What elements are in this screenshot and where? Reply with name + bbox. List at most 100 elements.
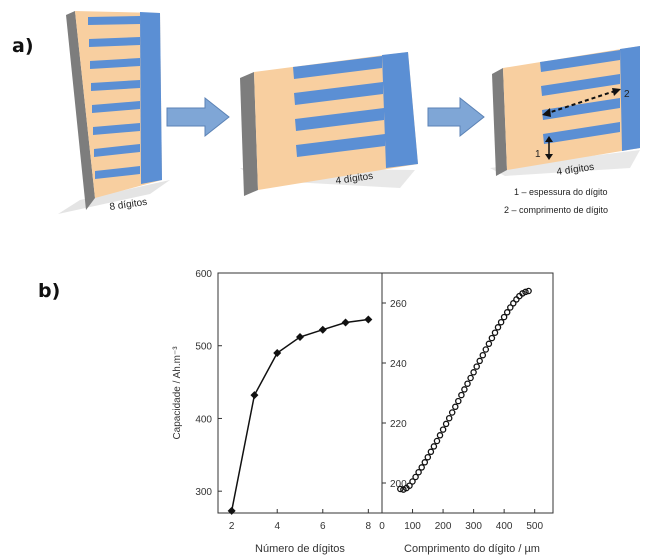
panel-a-label: a) (12, 35, 34, 57)
data-point (409, 478, 416, 485)
y-tick-label: 300 (195, 487, 212, 498)
electrode-4-digits: 4 dígitos (240, 52, 418, 196)
marker-one: 1 (535, 149, 541, 160)
data-point (445, 414, 453, 422)
marker-two: 2 (624, 89, 630, 100)
electrode-finger (91, 80, 140, 91)
data-point (250, 391, 259, 400)
data-point (485, 340, 493, 348)
data-point (397, 485, 404, 493)
electrode-finger (93, 123, 140, 135)
data-point (522, 288, 529, 296)
electrode-finger (90, 58, 140, 69)
electrode-8-digits: 8 dígitos (58, 11, 170, 214)
data-point (503, 309, 511, 316)
data-point (415, 468, 422, 476)
length-arrow (544, 89, 619, 115)
data-point (455, 397, 462, 405)
y-tick-label: 240 (390, 359, 407, 370)
y-tick-label: 220 (390, 419, 407, 430)
data-point (476, 357, 483, 365)
chart-length: 0 100 200 300 400 500 200 220 240 260 Comprimento… (379, 272, 554, 555)
data-point (452, 403, 459, 411)
series-line (230, 318, 369, 511)
y-tick-label: 600 (195, 269, 212, 280)
electrode-caption: 4 dígitos (556, 162, 595, 178)
data-point (482, 346, 490, 353)
electrode-finger (296, 134, 385, 157)
data-point (406, 482, 413, 489)
transition-arrow (166, 96, 230, 138)
electrode-busbar (140, 12, 162, 184)
panel-b-label: b) (38, 280, 60, 302)
electrode-caption: 4 dígitos (335, 171, 374, 187)
data-point (494, 324, 502, 331)
x-tick-label: 2 (229, 521, 235, 532)
data-point (467, 374, 474, 382)
data-point (424, 453, 432, 461)
x-tick-label: 6 (320, 521, 326, 532)
data-point (479, 351, 487, 359)
x-tick-label: 400 (496, 521, 513, 532)
data-point (473, 363, 480, 370)
data-point (448, 409, 456, 416)
x-tick-label: 500 (526, 521, 543, 532)
data-point (412, 473, 419, 481)
transition-arrow (427, 96, 485, 138)
data-point (491, 329, 499, 336)
electrode-finger (295, 108, 384, 131)
data-point (436, 432, 444, 439)
electrode-finger (89, 37, 140, 47)
data-point (510, 300, 517, 307)
chart-digits: 2 4 6 8 300 400 500 600 Número de dígitos (195, 269, 383, 555)
data-point (470, 369, 477, 376)
data-point (227, 506, 236, 515)
data-point (341, 318, 350, 327)
electrode-finger (94, 144, 140, 157)
electrode-finger (293, 56, 382, 79)
arrow-head (542, 108, 551, 117)
x-tick-label: 100 (404, 521, 421, 532)
electrode-busbar (382, 52, 418, 168)
data-point (433, 437, 441, 445)
data-point (464, 380, 471, 387)
arrow-head (612, 88, 621, 96)
electrode-finger (95, 166, 140, 179)
x-tick-label: 0 (379, 521, 385, 532)
data-point (525, 287, 532, 295)
data-point (296, 333, 304, 341)
electrode-finger (542, 98, 620, 120)
electrode-busbar (620, 46, 640, 151)
data-point (318, 325, 327, 334)
electrode-4-digits-annotated: 2 1 4 dígitos (490, 46, 640, 178)
electrode-finger (294, 82, 383, 105)
x-axis-title: Comprimento do dígito / µm (404, 543, 540, 555)
x-axis-title: Número de dígitos (255, 543, 345, 555)
data-point (418, 464, 425, 471)
data-point (430, 443, 438, 450)
data-point (439, 426, 447, 433)
y-tick-label: 200 (390, 479, 407, 490)
y-tick-label: 500 (195, 342, 212, 353)
electrode-edge (240, 72, 258, 196)
y-tick-label: 400 (195, 414, 212, 425)
plot-frame (381, 272, 554, 514)
x-tick-label: 8 (366, 521, 372, 532)
y-axis-title: Capacidade / Ah.m⁻³ (172, 346, 183, 440)
x-tick-label: 4 (274, 521, 280, 532)
data-point (442, 420, 450, 428)
electrode-caption: 8 dígitos (109, 197, 148, 213)
electrode-edge (66, 11, 95, 210)
legend-length: 2 – comprimento de dígito (504, 205, 608, 215)
data-point (421, 459, 429, 466)
y-tick-label: 260 (390, 299, 407, 310)
electrode-finger (541, 74, 620, 96)
data-point (497, 318, 505, 326)
electrode-finger (92, 101, 140, 113)
x-tick-label: 300 (465, 521, 482, 532)
electrode-shadow (490, 150, 640, 176)
data-point (458, 391, 465, 399)
arrow-head (545, 136, 553, 142)
electrode-edge (492, 68, 507, 176)
electrode-finger (88, 16, 140, 25)
